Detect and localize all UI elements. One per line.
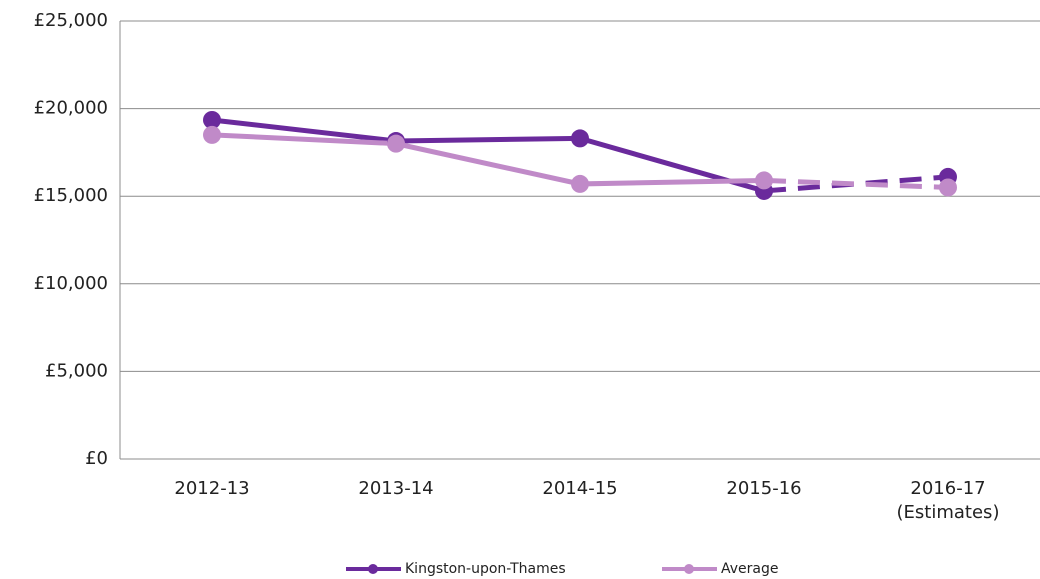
x-tick-label: 2013-14 — [358, 478, 433, 499]
x-tick-label: 2012-13 — [174, 478, 249, 499]
y-tick-label: £5,000 — [45, 360, 108, 381]
y-tick-label: £15,000 — [34, 185, 108, 206]
legend-label: Kingston-upon-Thames — [405, 561, 566, 577]
y-tick-label: £0 — [85, 448, 108, 469]
marker — [571, 174, 589, 193]
x-tick-label: 2015-16 — [726, 478, 801, 499]
marker — [755, 171, 773, 190]
legend-marker — [368, 564, 378, 574]
marker — [571, 129, 589, 148]
estimate-line — [763, 177, 949, 190]
x-tick-label: 2016-17 (Estimates) — [897, 478, 1000, 523]
line — [211, 132, 765, 187]
marker — [203, 125, 221, 144]
marker — [939, 178, 957, 197]
legend-marker — [684, 564, 694, 574]
y-tick-label: £25,000 — [34, 10, 108, 31]
y-tick-label: £20,000 — [34, 98, 108, 119]
y-tick-label: £10,000 — [34, 273, 108, 294]
line — [211, 117, 765, 194]
estimate-line — [763, 174, 949, 194]
legend-item: Average — [662, 561, 779, 577]
legend-label: Average — [721, 561, 779, 577]
legend-item: Kingston-upon-Thames — [346, 561, 566, 577]
marker — [387, 134, 405, 153]
x-tick-label: 2014-15 — [542, 478, 617, 499]
marker — [203, 110, 221, 129]
